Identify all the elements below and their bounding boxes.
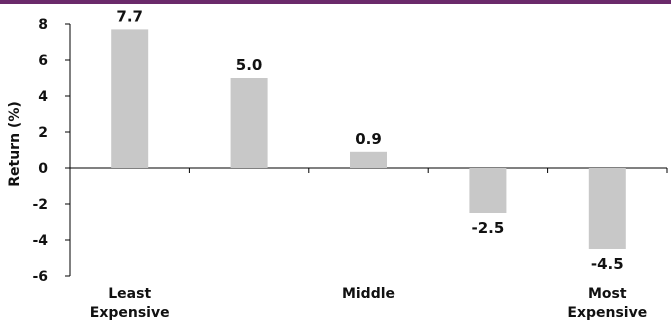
category-label: Least: [108, 286, 151, 302]
y-tick-label: -4: [32, 233, 48, 249]
y-tick-labels: 8 6 4 2 0 -2 -4 -6: [32, 17, 48, 285]
y-axis: [65, 23, 668, 277]
bar: [230, 78, 268, 168]
header-accent-bar: [0, 0, 671, 4]
bars: [111, 29, 626, 249]
category-label: Expensive: [567, 305, 647, 321]
category-label: Middle: [342, 286, 395, 302]
data-labels: 7.7 5.0 0.9 -2.5 -4.5: [116, 7, 623, 273]
category-label: Most: [588, 286, 627, 302]
y-axis-title: Return (%): [7, 101, 23, 187]
y-tick-label: 0: [38, 161, 48, 177]
data-label: 5.0: [236, 56, 263, 74]
bar: [588, 168, 626, 249]
y-tick-label: -6: [32, 269, 48, 285]
category-labels: Least Expensive Middle Most Expensive: [90, 286, 647, 321]
bar: [350, 151, 387, 168]
y-tick-label: -2: [32, 197, 48, 213]
y-tick-label: 4: [38, 89, 48, 105]
data-label: 0.9: [355, 130, 382, 148]
data-label: 7.7: [116, 7, 143, 25]
y-tick-label: 8: [38, 17, 48, 33]
data-label: -2.5: [471, 219, 504, 237]
bar: [111, 29, 149, 169]
y-tick-label: 6: [38, 53, 48, 69]
y-tick-label: 2: [38, 125, 48, 141]
bar: [469, 168, 507, 213]
category-label: Expensive: [90, 305, 170, 321]
data-label: -4.5: [591, 255, 624, 273]
